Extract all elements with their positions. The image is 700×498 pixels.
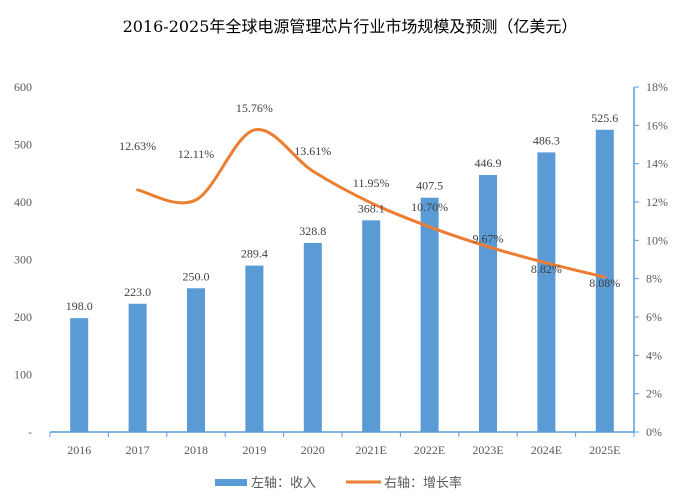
bar-2024E: [537, 152, 556, 432]
right-tick-label: 4%: [646, 348, 662, 362]
x-tick-label: 2022E: [414, 443, 445, 457]
legend-bar-swatch: [215, 479, 247, 486]
bar-2021E: [362, 220, 381, 432]
x-tick-label: 2018: [184, 443, 208, 457]
right-tick-label: 6%: [646, 310, 662, 324]
bar-data-label: 525.6: [591, 111, 618, 125]
right-tick-label: 0%: [646, 425, 662, 439]
left-tick-label: 400: [14, 195, 32, 209]
left-tick-label: 600: [14, 80, 32, 94]
bar-2017: [128, 303, 147, 432]
right-tick-label: 2%: [646, 387, 662, 401]
bar-data-label: 486.3: [533, 133, 560, 147]
x-tick-label: 2024E: [531, 443, 562, 457]
x-tick-label: 2025E: [589, 443, 620, 457]
bar-2022E: [420, 197, 439, 432]
bar-2019: [245, 265, 264, 432]
left-tick-label: 200: [14, 310, 32, 324]
bar-2020: [303, 242, 322, 432]
bar-data-label: 407.5: [416, 179, 443, 193]
bar-data-label: 198.0: [66, 299, 93, 313]
legend-line-label: 右轴：增长率: [384, 475, 462, 491]
right-tick-label: 8%: [646, 272, 662, 286]
bar-data-label: 223.0: [124, 285, 151, 299]
left-tick-label: 300: [14, 253, 32, 267]
legend: 左轴：收入 右轴：增长率: [215, 475, 462, 491]
x-tick-label: 2021E: [356, 443, 387, 457]
right-tick-label: 18%: [646, 80, 668, 94]
line-data-label: 8.82%: [531, 262, 562, 276]
bar-data-label: 368.1: [358, 201, 385, 215]
right-tick-label: 16%: [646, 118, 668, 132]
left-tick-label: 500: [14, 138, 32, 152]
right-tick-label: 14%: [646, 157, 668, 171]
right-tick-label: 12%: [646, 195, 668, 209]
line-data-label: 12.63%: [119, 139, 156, 153]
bar-2016: [70, 318, 89, 432]
bar-2018: [187, 288, 205, 432]
bar-data-label: 289.4: [241, 247, 268, 261]
line-data-label: 9.67%: [473, 232, 504, 246]
bar-2025E: [595, 129, 614, 432]
bar-data-label: 250.0: [183, 269, 210, 283]
line-data-label: 12.11%: [178, 147, 215, 161]
bar-data-label: 446.9: [475, 156, 502, 170]
line-data-label: 10.70%: [411, 200, 448, 214]
bar-data-label: 328.8: [299, 224, 326, 238]
line-data-label: 11.95%: [353, 176, 390, 190]
chart-title: 2016-2025年全球电源管理芯片行业市场规模及预测（亿美元）: [123, 17, 578, 36]
x-tick-label: 2019: [242, 443, 266, 457]
x-tick-label: 2020: [301, 443, 325, 457]
x-tick-label: 2023E: [472, 443, 503, 457]
left-tick-label: 100: [14, 368, 32, 382]
x-tick-label: 2017: [126, 443, 150, 457]
line-data-label: 15.76%: [236, 101, 273, 115]
left-tick-label: -: [28, 425, 32, 439]
line-data-label: 8.08%: [589, 276, 620, 290]
right-tick-label: 10%: [646, 233, 668, 247]
bar-2023E: [479, 175, 497, 432]
growth-rate-line: [136, 128, 607, 279]
line-data-label: 13.61%: [294, 144, 331, 158]
x-tick-label: 2016: [67, 443, 91, 457]
legend-bar-label: 左轴：收入: [251, 476, 316, 491]
